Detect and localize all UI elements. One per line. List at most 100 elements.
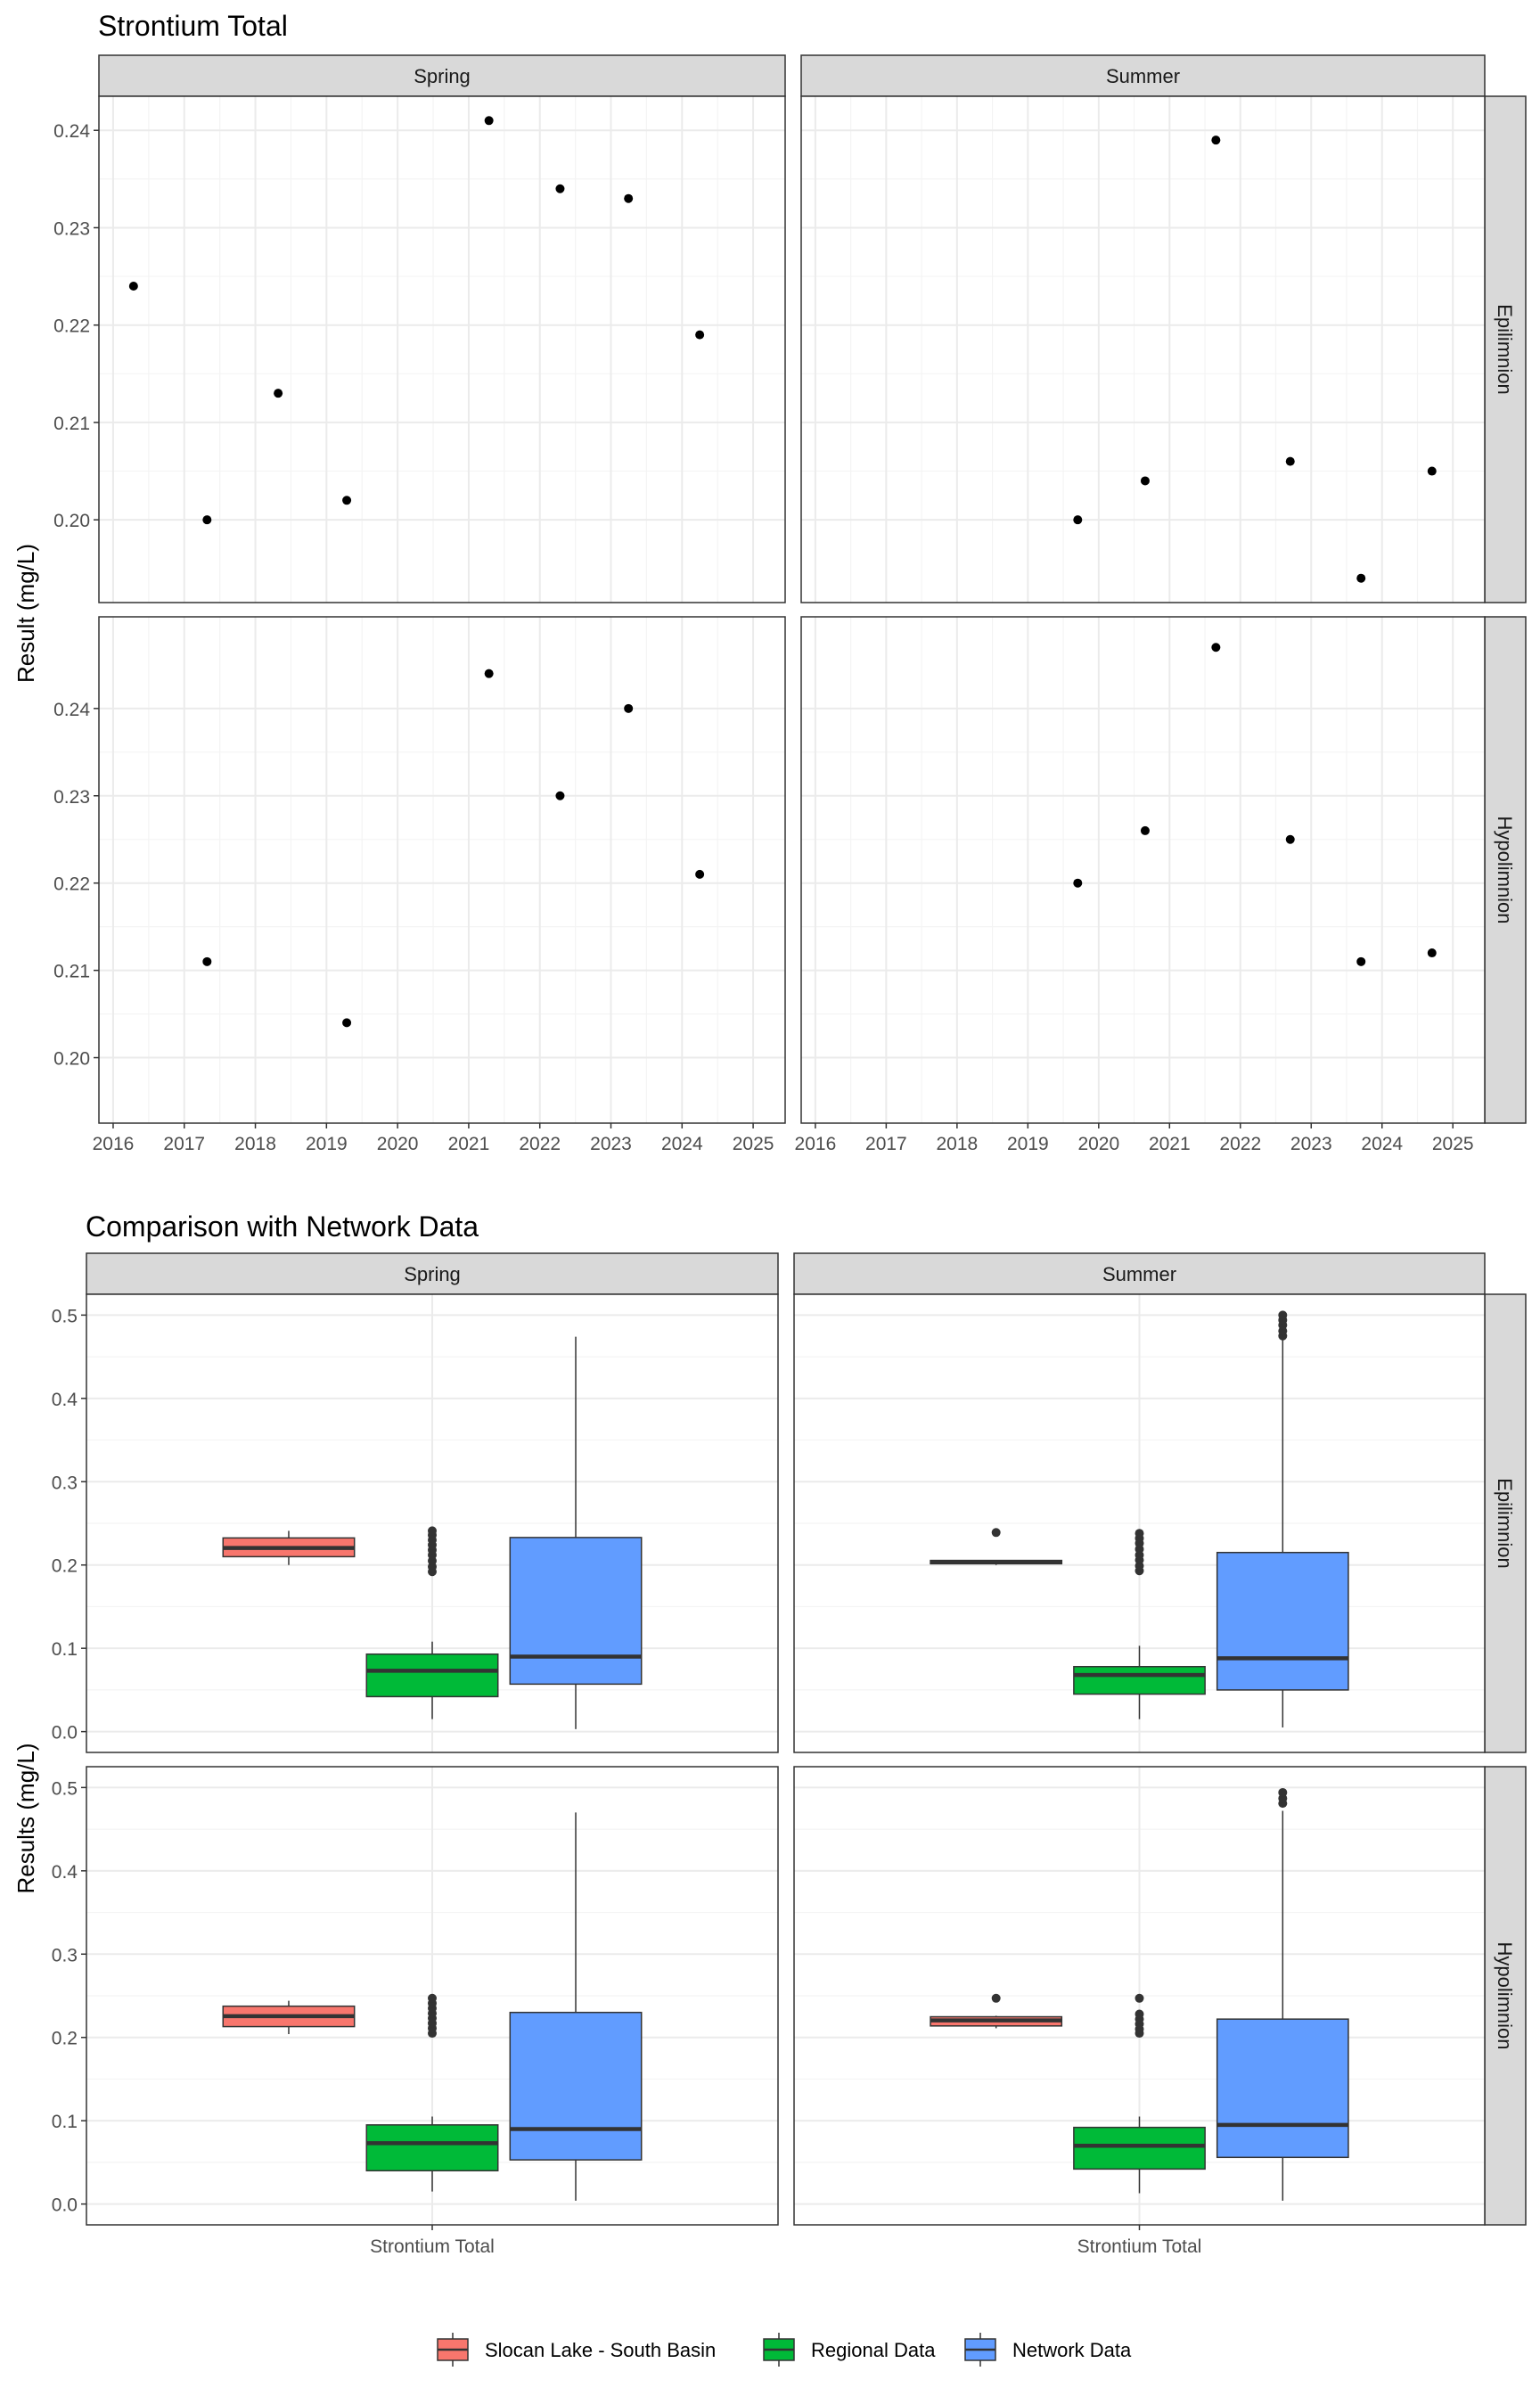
panel-background (801, 617, 1485, 1123)
panel-background (801, 96, 1485, 603)
y-tick-label: 0.3 (52, 1945, 78, 1965)
legend-label: Regional Data (811, 2339, 936, 2361)
legend: Slocan Lake - South Basin Regional Data Ne… (437, 2333, 1132, 2367)
boxplot-slocan-lake-south-basin (930, 1993, 1063, 2029)
x-tick-label: 2018 (937, 1134, 979, 1154)
boxplot-regional-data (1073, 1993, 1206, 2194)
boxplot-slocan-lake-south-basin (222, 1530, 356, 1565)
data-point (1356, 573, 1366, 583)
y-axis-label: Result (mg/L) (12, 544, 39, 683)
boxplot-regional-data (1073, 1529, 1206, 1719)
data-point (1211, 135, 1221, 145)
data-point (555, 791, 565, 800)
y-tick-label: 0.21 (53, 414, 90, 434)
facet-strip-label: Spring (404, 1263, 461, 1285)
box-panel (86, 1766, 779, 2226)
strontium-scatter-chart: Strontium Total Result (mg/L) Spring Summ… (12, 10, 1527, 1154)
box (509, 2011, 643, 2161)
facet-strip-summer (793, 1252, 1486, 1295)
facet-strip-summer (800, 54, 1486, 97)
box (365, 2124, 499, 2172)
x-tick-label: 2016 (93, 1134, 135, 1154)
data-point (342, 496, 352, 505)
box (1073, 2126, 1206, 2170)
y-tick-label: 0.20 (53, 511, 90, 531)
panel-background (99, 617, 785, 1123)
data-point (484, 116, 494, 126)
x-tick-label: 2024 (661, 1134, 703, 1154)
y-tick-label: 0.2 (52, 1556, 78, 1577)
outlier-point (1135, 1529, 1144, 1539)
data-point (695, 869, 705, 879)
x-tick-label: 2018 (234, 1134, 276, 1154)
x-tick-label: 2023 (590, 1134, 632, 1154)
boxplot-network-data (509, 1336, 643, 1729)
x-tick-label: 2020 (377, 1134, 419, 1154)
x-tick-label: 2023 (1290, 1134, 1332, 1154)
x-tick-label: 2024 (1361, 1134, 1403, 1154)
facet-strip-label: Spring (414, 65, 471, 87)
y-tick-label: 0.4 (52, 1390, 78, 1410)
boxplot-regional-data (365, 1993, 499, 2192)
data-point (1427, 466, 1437, 476)
panel-border (800, 616, 1486, 1124)
data-point (1427, 948, 1437, 958)
y-tick-label: 0.21 (53, 962, 90, 982)
y-tick-label: 0.22 (53, 874, 90, 895)
panel-background (99, 96, 785, 603)
boxplot-regional-data (365, 1526, 499, 1719)
y-tick-label: 0.22 (53, 316, 90, 337)
facet-strip-label: Epilimnion (1494, 1478, 1516, 1569)
legend-label: Network Data (1012, 2339, 1132, 2361)
data-point (1285, 834, 1295, 844)
data-point (1073, 878, 1083, 888)
data-point (128, 282, 138, 291)
y-tick-label: 0.5 (52, 1778, 78, 1799)
box (509, 1537, 643, 1686)
x-tick-label: 2025 (1432, 1134, 1474, 1154)
data-point (1356, 956, 1366, 966)
box (1073, 1665, 1206, 1695)
outlier-point (1278, 1310, 1288, 1320)
x-tick-label: 2019 (306, 1134, 348, 1154)
x-tick-label: 2019 (1007, 1134, 1049, 1154)
x-tick-label: 2021 (1149, 1134, 1191, 1154)
y-tick-label: 0.0 (52, 2195, 78, 2216)
y-tick-label: 0.1 (52, 2112, 78, 2132)
data-point (202, 956, 212, 966)
y-tick-label: 0.3 (52, 1473, 78, 1493)
scatter-panel (98, 95, 786, 603)
panel-border (86, 1293, 779, 1753)
outlier-point (1135, 2009, 1144, 2019)
scatter-panel (98, 616, 786, 1124)
facet-strip-epilimnion (1484, 95, 1527, 603)
y-tick-label: 0.2 (52, 2029, 78, 2049)
data-point (274, 389, 283, 398)
data-point (1140, 476, 1150, 486)
data-point (484, 669, 494, 678)
outlier-point (428, 1993, 437, 2003)
y-tick-label: 0.1 (52, 1639, 78, 1660)
legend-entry: Network Data (964, 2333, 1132, 2367)
facet-strip-label: Hypolimnion (1494, 1941, 1516, 2049)
boxplot-slocan-lake-south-basin (930, 1528, 1063, 1565)
data-point (624, 193, 634, 203)
facet-strip-hypolimnion (1484, 1766, 1527, 2226)
outlier-point (1278, 1787, 1288, 1797)
box (1216, 1551, 1349, 1691)
scatter-panel (800, 616, 1486, 1124)
box (365, 1653, 499, 1698)
boxplot-network-data (509, 1812, 643, 2201)
x-tick-label: 2022 (519, 1134, 561, 1154)
data-point (1073, 515, 1083, 525)
x-tick-label: 2021 (448, 1134, 490, 1154)
panel-border (800, 95, 1486, 603)
data-point (202, 515, 212, 525)
facet-strip-label: Epilimnion (1494, 304, 1516, 395)
x-tick-label: 2017 (163, 1134, 205, 1154)
y-tick-label: 0.24 (53, 121, 90, 142)
x-tick-label: 2025 (733, 1134, 774, 1154)
data-point (1285, 456, 1295, 466)
legend-entry: Regional Data (763, 2333, 936, 2367)
